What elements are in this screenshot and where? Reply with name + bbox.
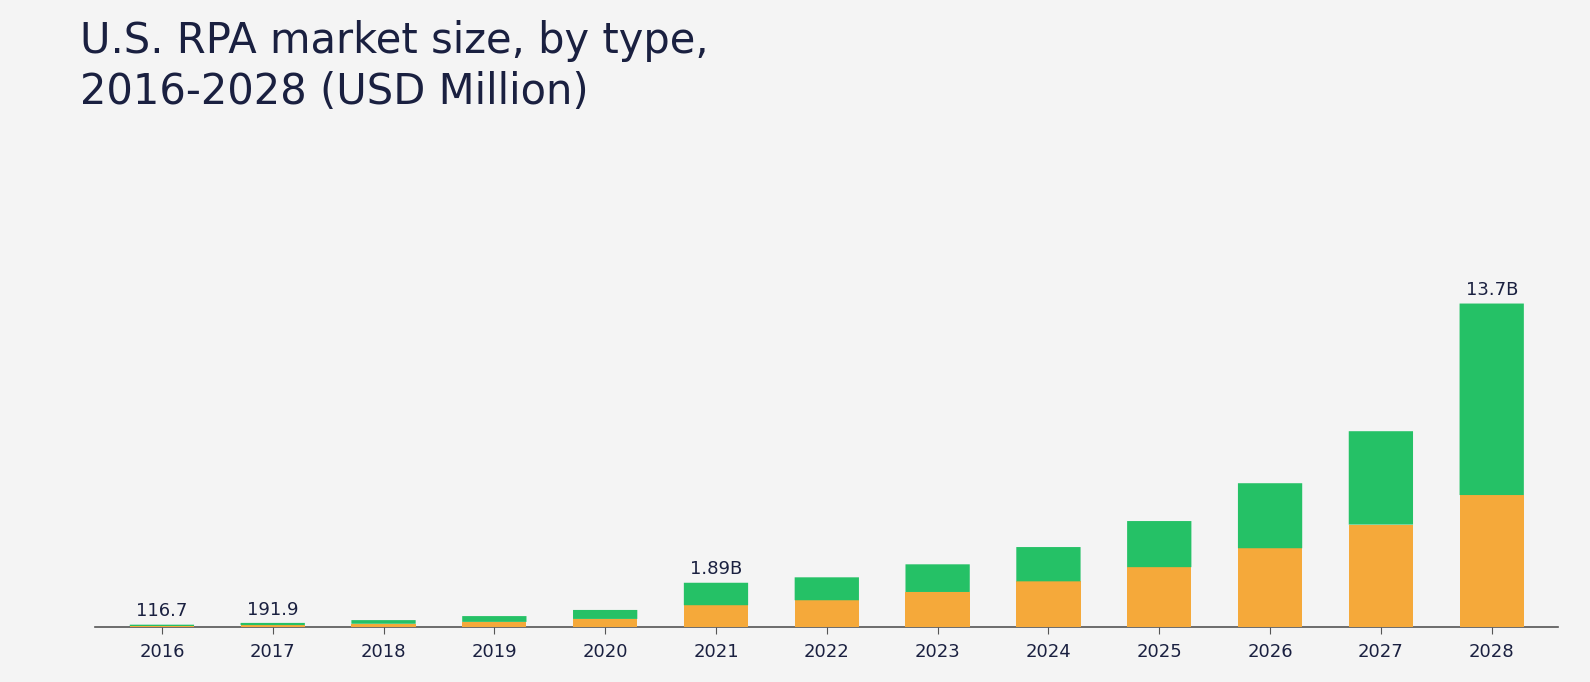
PathPatch shape <box>1348 431 1414 524</box>
Bar <box>240 625 305 627</box>
PathPatch shape <box>351 620 415 624</box>
Bar <box>1348 524 1414 627</box>
Text: U.S. RPA market size, by type,
2016-2028 (USD Million): U.S. RPA market size, by type, 2016-2028… <box>80 20 708 113</box>
PathPatch shape <box>795 578 859 600</box>
Bar <box>463 622 526 627</box>
PathPatch shape <box>1127 521 1191 567</box>
Text: 191.9: 191.9 <box>246 601 299 619</box>
Text: 13.7B: 13.7B <box>1466 281 1518 299</box>
Bar <box>684 605 749 627</box>
Bar <box>1460 495 1523 627</box>
PathPatch shape <box>1016 547 1081 581</box>
PathPatch shape <box>1460 303 1523 495</box>
PathPatch shape <box>240 623 305 625</box>
Bar <box>1127 567 1191 627</box>
Bar <box>905 592 970 627</box>
Text: 116.7: 116.7 <box>137 602 188 621</box>
Bar <box>130 626 194 627</box>
Bar <box>1239 548 1302 627</box>
Bar <box>351 624 415 627</box>
PathPatch shape <box>684 582 749 605</box>
PathPatch shape <box>463 616 526 622</box>
Bar <box>572 619 638 627</box>
Bar <box>795 600 859 627</box>
Bar <box>1016 581 1081 627</box>
PathPatch shape <box>572 610 638 619</box>
PathPatch shape <box>905 564 970 592</box>
Text: 1.89B: 1.89B <box>690 561 743 578</box>
PathPatch shape <box>130 625 194 626</box>
PathPatch shape <box>1239 484 1302 548</box>
